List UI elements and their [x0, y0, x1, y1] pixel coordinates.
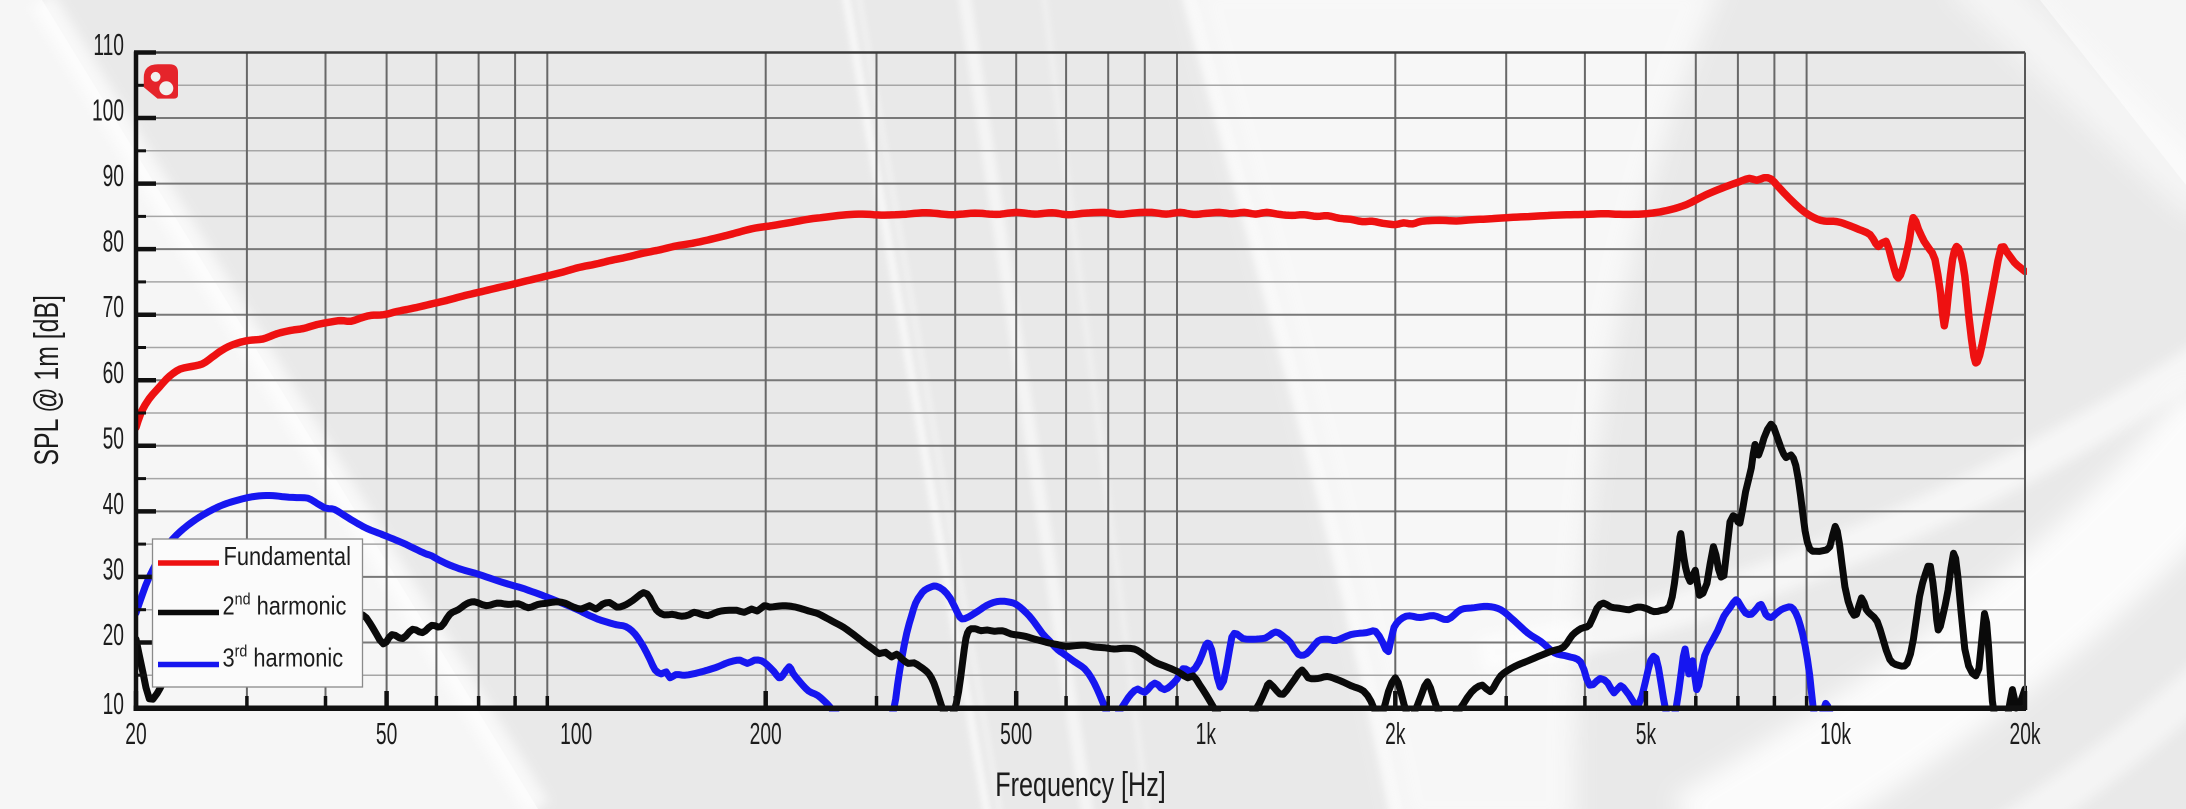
svg-text:500: 500 — [1000, 718, 1032, 752]
svg-text:100: 100 — [92, 94, 124, 128]
svg-text:50: 50 — [103, 422, 124, 456]
svg-text:5k: 5k — [1636, 718, 1656, 752]
svg-text:20: 20 — [103, 619, 124, 653]
svg-text:50: 50 — [376, 718, 397, 752]
svg-text:20: 20 — [125, 718, 146, 752]
svg-text:20k: 20k — [2010, 718, 2041, 752]
svg-text:110: 110 — [93, 29, 124, 63]
svg-text:1k: 1k — [1196, 718, 1216, 752]
svg-text:60: 60 — [103, 356, 124, 390]
svg-text:70: 70 — [103, 291, 124, 325]
svg-text:30: 30 — [103, 553, 124, 587]
svg-text:10k: 10k — [1820, 718, 1851, 752]
svg-text:80: 80 — [103, 225, 124, 259]
svg-text:Fundamental: Fundamental — [224, 542, 351, 571]
svg-text:10: 10 — [103, 688, 124, 722]
svg-text:SPL @ 1m [dB]: SPL @ 1m [dB] — [28, 295, 66, 465]
svg-text:90: 90 — [103, 160, 124, 194]
svg-text:200: 200 — [750, 718, 782, 752]
svg-text:2k: 2k — [1385, 718, 1405, 752]
svg-text:100: 100 — [560, 718, 592, 752]
svg-text:Frequency [Hz]: Frequency [Hz] — [995, 766, 1165, 804]
svg-text:40: 40 — [103, 487, 124, 521]
svg-text:2nd harmonic: 2nd harmonic — [223, 590, 347, 621]
